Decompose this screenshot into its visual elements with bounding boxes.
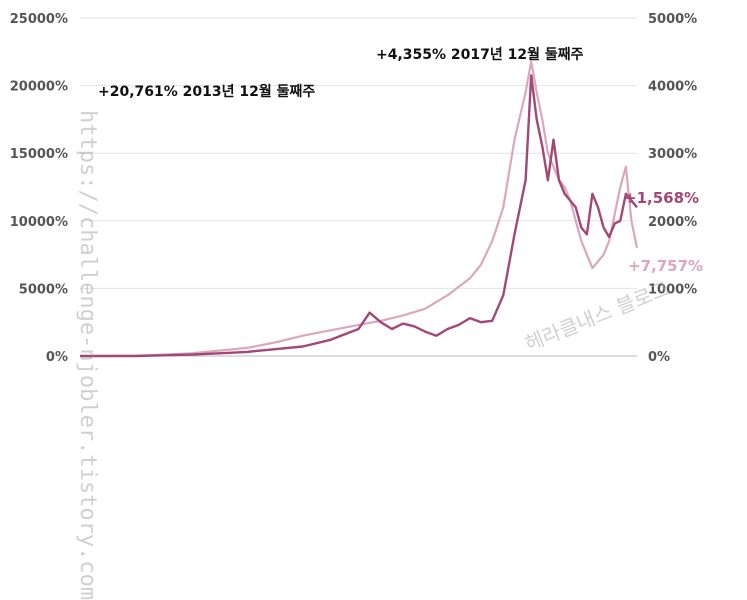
series-2-line: [80, 60, 639, 358]
series-lines: [80, 60, 639, 358]
right-tick-label: 0%: [648, 350, 670, 365]
annotation-2017: +4,355% 2017년 12월 둘째주: [376, 46, 584, 63]
left-axis-ticks: 0% 5000% 10000% 15000% 20000% 25000%: [10, 12, 68, 365]
left-tick-label: 15000%: [10, 147, 68, 162]
series-2-end-label: +7,757%: [628, 257, 703, 275]
series-1-end-label: +1,568%: [624, 189, 699, 207]
right-tick-label: 1000%: [648, 282, 697, 297]
annotation-2013: +20,761% 2013년 12월 둘째주: [98, 83, 315, 100]
right-tick-label: 3000%: [648, 147, 697, 162]
left-tick-label: 10000%: [10, 215, 68, 230]
series-1-line: [80, 74, 638, 358]
left-tick-label: 25000%: [10, 12, 68, 27]
left-tick-label: 5000%: [19, 282, 68, 297]
right-tick-label: 2000%: [648, 215, 697, 230]
left-tick-label: 20000%: [10, 80, 68, 95]
right-tick-label: 5000%: [648, 12, 697, 27]
left-tick-label: 0%: [46, 350, 68, 365]
watermark-url: https://challenge-njobler.tistory.com: [75, 110, 100, 600]
chart: 0% 5000% 10000% 15000% 20000% 25000% 0% 1000% 2…: [10, 12, 703, 365]
right-axis-ticks: 0% 1000% 2000% 3000% 4000% 5000%: [648, 12, 697, 365]
right-tick-label: 4000%: [648, 80, 697, 95]
gridlines: [80, 17, 637, 357]
